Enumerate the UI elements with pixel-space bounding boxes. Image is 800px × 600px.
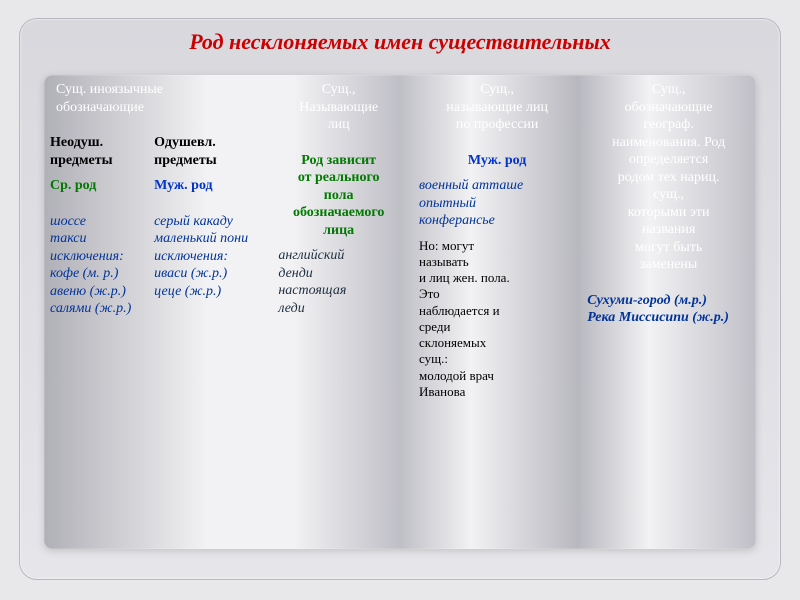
col3-gender: Муж. род (419, 152, 575, 170)
col2-examples: английскийдендинастоящаяледи (270, 247, 407, 317)
subcol-a-examples: шоссетаксиисключения:кофе (м. р.)авеню (… (50, 213, 148, 318)
col1-head: Сущ. иноязычныеобозначающие (50, 81, 258, 116)
slide-frame: Род несклоняемых имен существительных Су… (19, 18, 781, 580)
col1-subcolumns: Неодуш.предметы Ср. род шоссетаксиисключ… (50, 134, 258, 318)
column-profession: Сущ.,называющие лицпо профессии Муж. род… (413, 75, 581, 549)
column-foreign-nouns: Сущ. иноязычныеобозначающие Неодуш.предм… (44, 75, 264, 549)
column-geographical: Сущ.,обозначающиегеограф.наименования. Р… (581, 75, 756, 549)
content-panel: Сущ. иноязычныеобозначающие Неодуш.предм… (44, 75, 756, 549)
subcol-b-head: Одушевл.предметы (154, 134, 252, 169)
col2-head: Сущ.,Называющиелиц (270, 81, 407, 134)
subcol-b-examples: серый какадумаленький пониисключения:ива… (154, 213, 252, 301)
col4-head: Сущ.,обозначающиегеограф.наименования. Р… (587, 81, 750, 274)
subcol-a-gender: Ср. род (50, 177, 148, 195)
subcol-animate: Одушевл.предметы Муж. род серый какадума… (154, 134, 258, 318)
col3-examples: военный атташеопытныйконферансье (419, 177, 575, 230)
col3-head: Сущ.,называющие лицпо профессии (419, 81, 575, 134)
slide-title: Род несклоняемых имен существительных (20, 19, 780, 55)
col3-note: Но: могутназыватьи лиц жен. пола.Этонабл… (419, 238, 575, 401)
col2-rule: Род зависитот реальногополаобозначаемого… (270, 152, 407, 240)
column-persons: Сущ.,Называющиелиц Род зависитот реально… (264, 75, 413, 549)
subcol-a-head: Неодуш.предметы (50, 134, 148, 169)
subcol-b-gender: Муж. род (154, 177, 252, 195)
subcol-inanimate: Неодуш.предметы Ср. род шоссетаксиисключ… (50, 134, 154, 318)
col4-examples: Сухуми-город (м.р.)Река Миссисипи (ж.р.) (587, 292, 750, 327)
